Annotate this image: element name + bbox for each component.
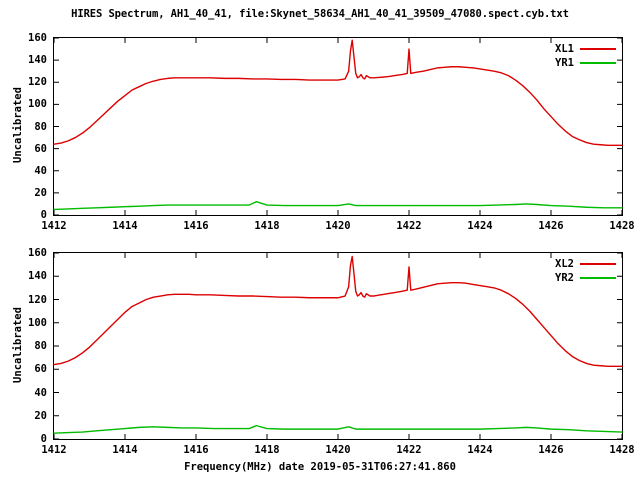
x-tick-label: 1422 [396, 220, 422, 232]
y-tick-label: 0 [40, 433, 47, 445]
x-tick-label: 1416 [183, 444, 209, 456]
legend-color-swatch [580, 277, 616, 279]
x-tick-label: 1414 [112, 220, 138, 232]
legend-entry-yr1: YR1 [500, 56, 616, 70]
y-tick-label: 80 [34, 340, 47, 352]
y-tick-label: 60 [34, 142, 47, 155]
page-title: HIRES Spectrum, AH1_40_41, file:Skynet_5… [71, 8, 569, 20]
legend-label: XL1 [555, 43, 574, 55]
plot-frame-top [53, 37, 623, 216]
series-line-xl1 [53, 39, 623, 147]
x-tick-label: 1418 [254, 444, 280, 456]
y-tick-label: 160 [28, 32, 47, 44]
x-tick-label: 1414 [112, 444, 138, 456]
plot-canvas-top [53, 37, 623, 216]
legend-color-swatch [580, 48, 616, 50]
legend-label: YR2 [555, 272, 574, 284]
legend-top: XL1 YR1 [500, 42, 616, 70]
plot-panel-bottom [53, 252, 623, 440]
x-tick-label: 1428 [609, 444, 635, 456]
legend-entry-xl1: XL1 [500, 42, 616, 56]
y-tick-label: 120 [28, 76, 47, 89]
y-tick-label: 40 [34, 164, 47, 177]
legend-bottom: XL2 YR2 [500, 257, 616, 285]
x-tick-label: 1418 [254, 220, 280, 232]
x-tick-label: 1420 [325, 220, 351, 232]
x-tick-label: 1420 [325, 444, 351, 456]
series-line-xl2 [53, 255, 623, 368]
x-tick-label: 1416 [183, 220, 209, 232]
y-tick-label: 20 [34, 409, 47, 422]
legend-entry-yr2: YR2 [500, 271, 616, 285]
y-tick-label: 100 [28, 316, 47, 329]
x-tick-label: 1428 [609, 220, 635, 232]
y-tick-label: 0 [40, 209, 47, 221]
x-tick-label: 1412 [41, 444, 67, 456]
y-tick-label: 40 [34, 386, 47, 399]
legend-label: YR1 [555, 57, 574, 69]
y-tick-label: 60 [34, 363, 47, 376]
y-tick-label: 140 [28, 270, 47, 283]
y-tick-label: 140 [28, 54, 47, 67]
plot-frame-bottom [53, 252, 623, 440]
legend-entry-xl2: XL2 [500, 257, 616, 271]
y-tick-label: 100 [28, 98, 47, 111]
x-tick-label: 1412 [41, 220, 67, 232]
y-tick-label: 20 [34, 186, 47, 199]
legend-color-swatch [580, 62, 616, 64]
y-tick-label: 80 [34, 120, 47, 133]
y-tick-label: 120 [28, 293, 47, 306]
x-tick-label: 1422 [396, 444, 422, 456]
x-tick-label: 1424 [467, 444, 493, 456]
x-tick-label: 1424 [467, 220, 493, 232]
y-tick-label: 160 [28, 247, 47, 259]
x-axis-label: Frequency(MHz) date 2019-05-31T06:27:41.… [184, 461, 456, 473]
legend-label: XL2 [555, 258, 574, 270]
series-line-yr2 [53, 424, 623, 434]
plot-panel-top [53, 37, 623, 216]
legend-color-swatch [580, 263, 616, 265]
plot-canvas-bottom [53, 252, 623, 440]
x-tick-label: 1426 [538, 444, 564, 456]
x-tick-label: 1426 [538, 220, 564, 232]
series-line-yr1 [53, 201, 623, 211]
